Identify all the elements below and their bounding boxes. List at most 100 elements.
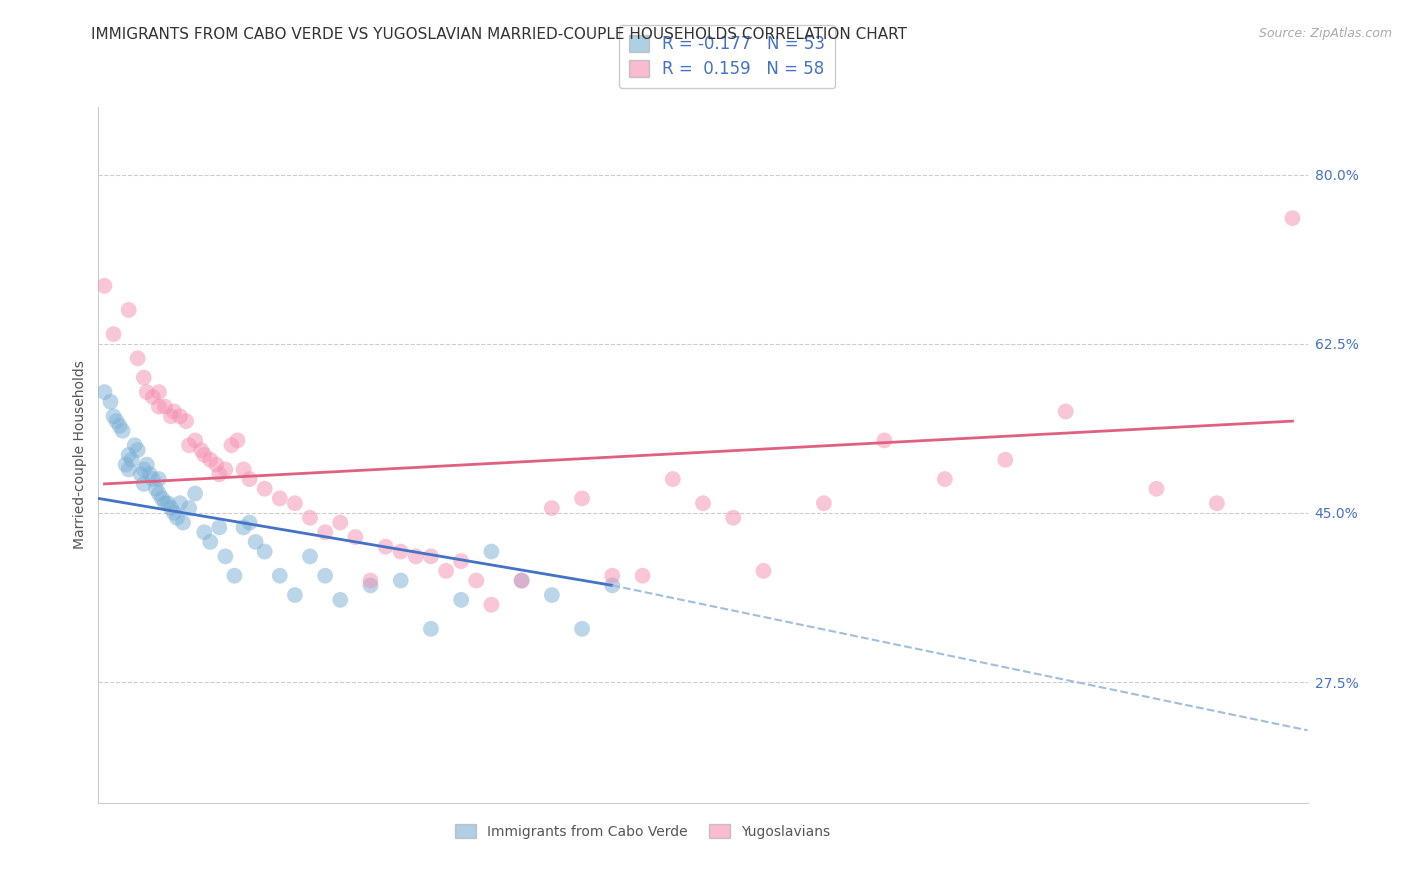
Point xyxy=(153,400,176,414)
Point xyxy=(224,568,246,582)
Point xyxy=(284,588,307,602)
Point xyxy=(145,482,167,496)
Point xyxy=(148,385,170,400)
Point xyxy=(108,419,131,434)
Point xyxy=(253,482,276,496)
Point xyxy=(118,448,141,462)
Point xyxy=(571,491,593,506)
Point xyxy=(163,404,186,418)
Point xyxy=(127,443,149,458)
Point xyxy=(163,506,186,520)
Point xyxy=(269,568,291,582)
Point xyxy=(124,438,146,452)
Point xyxy=(127,351,149,366)
Point xyxy=(602,578,624,592)
Point xyxy=(813,496,835,510)
Point xyxy=(142,472,165,486)
Point xyxy=(465,574,488,588)
Point xyxy=(631,568,654,582)
Point xyxy=(1054,404,1077,418)
Y-axis label: Married-couple Households: Married-couple Households xyxy=(73,360,87,549)
Point xyxy=(132,476,155,491)
Point xyxy=(105,414,128,428)
Point xyxy=(193,448,215,462)
Point xyxy=(510,574,533,588)
Point xyxy=(193,525,215,540)
Point xyxy=(121,452,143,467)
Point xyxy=(103,327,125,342)
Point xyxy=(232,462,254,476)
Point xyxy=(200,452,222,467)
Point xyxy=(994,452,1017,467)
Point xyxy=(93,385,115,400)
Point xyxy=(100,394,122,409)
Text: IMMIGRANTS FROM CABO VERDE VS YUGOSLAVIAN MARRIED-COUPLE HOUSEHOLDS CORRELATION : IMMIGRANTS FROM CABO VERDE VS YUGOSLAVIA… xyxy=(91,27,907,42)
Point xyxy=(360,578,382,592)
Point xyxy=(166,510,188,524)
Point xyxy=(208,520,231,534)
Point xyxy=(299,549,322,564)
Point xyxy=(172,516,194,530)
Point xyxy=(510,574,533,588)
Point xyxy=(114,458,136,472)
Point xyxy=(481,544,503,558)
Point xyxy=(139,467,162,482)
Point xyxy=(174,414,197,428)
Point xyxy=(169,496,191,510)
Point xyxy=(1206,496,1229,510)
Point xyxy=(111,424,134,438)
Point xyxy=(184,434,207,448)
Point xyxy=(205,458,228,472)
Point xyxy=(540,588,562,602)
Point xyxy=(208,467,231,482)
Point xyxy=(179,501,201,516)
Point xyxy=(420,549,443,564)
Point xyxy=(132,370,155,384)
Point xyxy=(239,472,262,486)
Point xyxy=(156,496,179,510)
Point xyxy=(239,516,262,530)
Point xyxy=(1281,211,1303,226)
Point xyxy=(481,598,503,612)
Point xyxy=(160,409,183,424)
Point xyxy=(934,472,956,486)
Point xyxy=(160,501,183,516)
Point xyxy=(602,568,624,582)
Point xyxy=(284,496,307,510)
Point xyxy=(93,278,115,293)
Point xyxy=(232,520,254,534)
Point xyxy=(169,409,191,424)
Point xyxy=(148,486,170,500)
Point xyxy=(135,458,157,472)
Point xyxy=(135,385,157,400)
Point xyxy=(214,549,236,564)
Point xyxy=(420,622,443,636)
Point xyxy=(200,535,222,549)
Point xyxy=(405,549,427,564)
Point xyxy=(179,438,201,452)
Point xyxy=(314,568,336,582)
Point xyxy=(184,486,207,500)
Point xyxy=(214,462,236,476)
Point xyxy=(1146,482,1168,496)
Point xyxy=(153,496,176,510)
Text: Source: ZipAtlas.com: Source: ZipAtlas.com xyxy=(1258,27,1392,40)
Point xyxy=(752,564,775,578)
Point xyxy=(450,593,472,607)
Point xyxy=(150,491,173,506)
Point xyxy=(434,564,457,578)
Point xyxy=(360,574,382,588)
Point xyxy=(142,390,165,404)
Point xyxy=(129,467,152,482)
Point xyxy=(221,438,243,452)
Point xyxy=(450,554,472,568)
Point xyxy=(389,544,412,558)
Point xyxy=(329,516,352,530)
Point xyxy=(692,496,714,510)
Point xyxy=(299,510,322,524)
Point xyxy=(118,462,141,476)
Point xyxy=(253,544,276,558)
Point xyxy=(148,400,170,414)
Point xyxy=(389,574,412,588)
Point xyxy=(314,525,336,540)
